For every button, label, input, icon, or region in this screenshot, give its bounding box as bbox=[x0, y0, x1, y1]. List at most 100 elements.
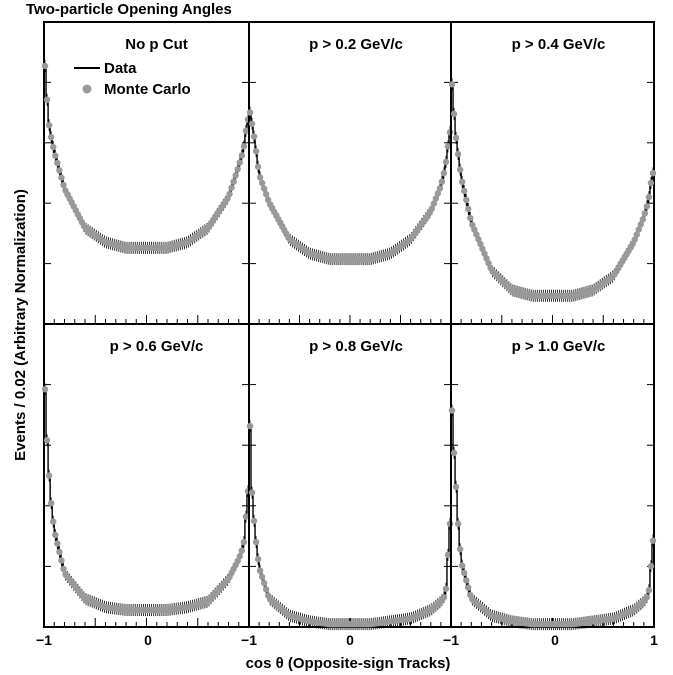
monte-carlo-point bbox=[448, 81, 456, 88]
monte-carlo-point bbox=[446, 520, 454, 527]
monte-carlo-point bbox=[458, 562, 466, 569]
monte-carlo-point bbox=[463, 196, 470, 204]
monte-carlo-point bbox=[463, 577, 470, 584]
monte-carlo-point bbox=[456, 166, 464, 173]
monte-carlo-point bbox=[438, 178, 446, 185]
monte-carlo-point bbox=[41, 386, 49, 393]
monte-carlo-point bbox=[444, 551, 452, 559]
monte-carlo-point bbox=[643, 594, 651, 601]
monte-carlo-point bbox=[256, 567, 264, 574]
monte-carlo-point bbox=[258, 179, 266, 187]
monte-carlo-point bbox=[60, 565, 67, 573]
monte-carlo-point bbox=[50, 518, 57, 525]
legend-monte-carlo-marker-icon bbox=[82, 84, 92, 94]
monte-carlo-point bbox=[230, 178, 237, 185]
panel: p > 0.8 GeV/c bbox=[246, 323, 454, 631]
monte-carlo-point bbox=[456, 545, 464, 553]
monte-carlo-point bbox=[262, 191, 270, 198]
monte-carlo-point bbox=[647, 562, 655, 570]
monte-carlo-point bbox=[262, 586, 270, 593]
panel-label: p > 0.4 GeV/c bbox=[512, 36, 606, 53]
monte-carlo-point bbox=[637, 221, 645, 228]
monte-carlo-point bbox=[254, 555, 262, 563]
monte-carlo-point bbox=[446, 129, 454, 136]
data-histogram-line bbox=[44, 388, 249, 611]
monte-carlo-point bbox=[444, 143, 452, 150]
monte-carlo-point bbox=[50, 143, 57, 151]
monte-carlo-point bbox=[481, 250, 488, 257]
monte-carlo-point bbox=[643, 203, 651, 210]
panel-label: No p Cut bbox=[125, 36, 187, 53]
legend-monte-carlo-label: Monte Carlo bbox=[104, 81, 191, 98]
monte-carlo-point bbox=[645, 193, 653, 201]
monte-carlo-point bbox=[58, 557, 65, 564]
monte-carlo-point bbox=[448, 407, 456, 414]
monte-carlo-point bbox=[450, 449, 458, 457]
monte-carlo-point bbox=[47, 133, 55, 141]
data-histogram-line bbox=[249, 111, 451, 260]
panel: p > 0.2 GeV/c bbox=[246, 21, 454, 325]
monte-carlo-point bbox=[649, 169, 657, 177]
monte-carlo-point bbox=[256, 174, 264, 181]
monte-carlo-point bbox=[45, 121, 53, 129]
monte-carlo-point bbox=[236, 553, 243, 560]
monte-carlo-point bbox=[432, 195, 440, 202]
monte-carlo-point bbox=[52, 152, 59, 159]
monte-carlo-point bbox=[452, 483, 460, 491]
panel: p > 0.6 GeV/c bbox=[41, 323, 252, 628]
monte-carlo-point bbox=[45, 472, 53, 479]
monte-carlo-point bbox=[260, 185, 268, 192]
monte-carlo-point bbox=[434, 190, 442, 197]
monte-carlo-point bbox=[485, 260, 492, 267]
monte-carlo-point bbox=[467, 214, 474, 222]
monte-carlo-point bbox=[460, 569, 468, 577]
monte-carlo-point bbox=[635, 226, 642, 233]
monte-carlo-point bbox=[465, 584, 472, 591]
monte-carlo-point bbox=[458, 178, 466, 186]
monte-carlo-point bbox=[436, 185, 444, 192]
monte-carlo-point bbox=[240, 538, 248, 546]
monte-carlo-point bbox=[465, 205, 472, 213]
monte-carlo-point bbox=[483, 255, 490, 262]
legend-data-label: Data bbox=[104, 60, 137, 77]
monte-carlo-point bbox=[242, 127, 250, 135]
monte-carlo-point bbox=[250, 517, 258, 525]
monte-carlo-point bbox=[246, 422, 254, 430]
panel-label: p > 0.2 GeV/c bbox=[309, 36, 403, 53]
panel: p > 0.4 GeV/c bbox=[448, 21, 657, 325]
monte-carlo-point bbox=[460, 187, 468, 195]
panel: No p Cut bbox=[41, 21, 252, 325]
monte-carlo-point bbox=[469, 221, 476, 229]
monte-carlo-point bbox=[454, 520, 462, 527]
data-histogram-line bbox=[451, 409, 654, 625]
monte-carlo-point bbox=[250, 133, 258, 140]
monte-carlo-point bbox=[440, 169, 448, 177]
monte-carlo-point bbox=[454, 150, 462, 158]
monte-carlo-point bbox=[477, 240, 484, 248]
monte-carlo-point bbox=[473, 231, 480, 238]
monte-carlo-point bbox=[41, 62, 49, 70]
x-tick-label: −1 bbox=[241, 632, 257, 648]
monte-carlo-point bbox=[234, 165, 241, 173]
monte-carlo-point bbox=[260, 579, 268, 587]
x-tick-label: −1 bbox=[36, 632, 52, 648]
monte-carlo-point bbox=[428, 205, 436, 212]
panel-frame bbox=[450, 323, 655, 628]
monte-carlo-point bbox=[442, 158, 450, 166]
monte-carlo-point bbox=[254, 163, 262, 170]
monte-carlo-point bbox=[60, 181, 67, 189]
panel: p > 1.0 GeV/c bbox=[448, 323, 657, 631]
monte-carlo-point bbox=[43, 437, 51, 444]
monte-carlo-point bbox=[240, 143, 248, 150]
monte-carlo-point bbox=[232, 172, 239, 179]
monte-carlo-point bbox=[641, 210, 649, 217]
monte-carlo-point bbox=[475, 236, 482, 243]
monte-carlo-point bbox=[631, 236, 638, 243]
monte-carlo-point bbox=[56, 548, 63, 556]
monte-carlo-point bbox=[440, 594, 448, 601]
monte-carlo-point bbox=[246, 109, 254, 116]
monte-carlo-point bbox=[452, 134, 460, 142]
panel-frame bbox=[248, 323, 452, 628]
monte-carlo-point bbox=[471, 226, 478, 233]
